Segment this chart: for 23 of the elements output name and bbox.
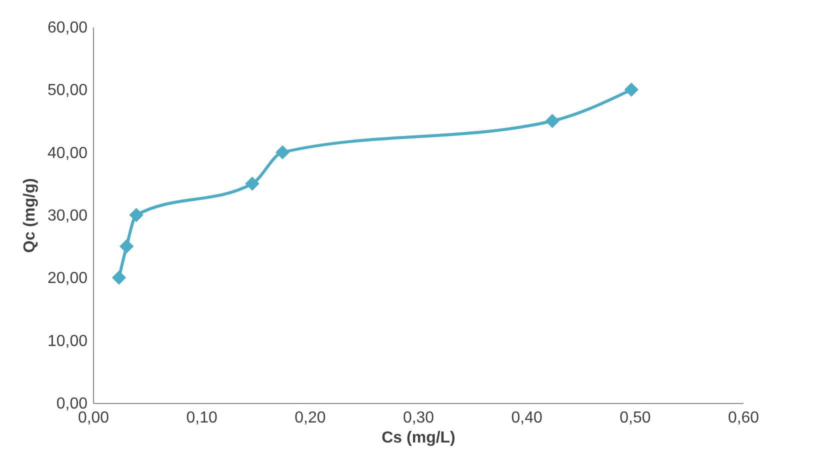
x-tick-label: 0,60 xyxy=(728,410,760,426)
y-tick-label: 60,00 xyxy=(47,20,88,36)
point xyxy=(545,114,560,128)
x-tick-label: 0,20 xyxy=(294,410,326,426)
y-tick-label: 20,00 xyxy=(47,270,88,288)
y-tick-label: 0,00 xyxy=(56,396,88,412)
point xyxy=(120,239,134,254)
x-tick-label: 0,10 xyxy=(186,410,218,426)
x-axis-title: Cs (mg/L) xyxy=(382,430,456,446)
x-tick-label: 0,40 xyxy=(511,410,543,426)
point xyxy=(276,145,290,160)
y-tick-label: 50,00 xyxy=(47,82,88,100)
x-tick-label: 0,30 xyxy=(402,410,434,426)
y-axis-title: Qc (mg/g) xyxy=(21,178,38,253)
y-tick-label: 30,00 xyxy=(47,208,88,224)
point xyxy=(624,82,638,97)
y-tick-label: 10,00 xyxy=(47,332,88,350)
point xyxy=(129,208,144,222)
point xyxy=(245,176,260,191)
x-tick-label: 0,50 xyxy=(620,410,651,426)
x-tick-label: 0,00 xyxy=(78,410,110,426)
point xyxy=(112,270,126,285)
y-tick-label: 40,00 xyxy=(47,144,88,162)
